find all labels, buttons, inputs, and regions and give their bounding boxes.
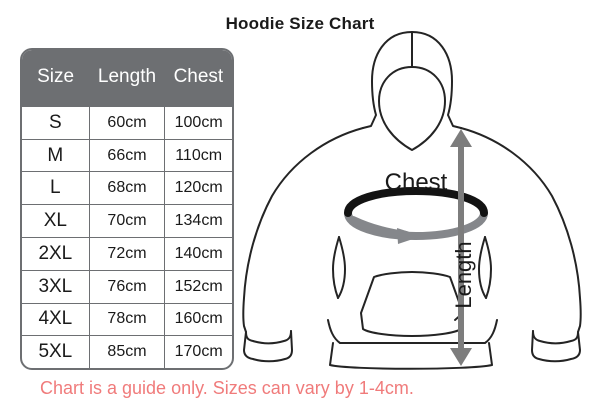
svg-text:Chest: Chest [385,169,448,196]
svg-text:Length: Length [451,241,476,308]
